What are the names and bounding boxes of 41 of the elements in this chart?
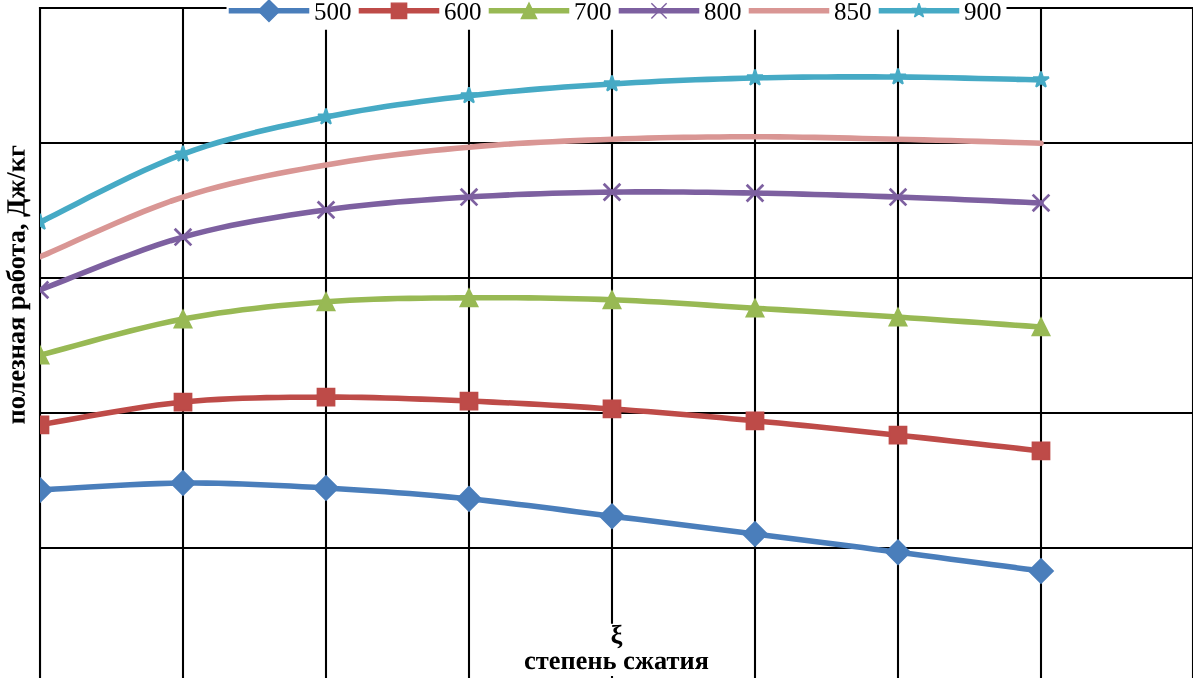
legend-label: 850	[834, 2, 871, 20]
point	[173, 392, 193, 412]
point	[602, 182, 622, 202]
point	[745, 411, 765, 431]
legend-label: 800	[704, 2, 741, 20]
point	[1031, 441, 1051, 461]
point	[459, 187, 479, 207]
point	[888, 425, 908, 445]
point	[885, 539, 911, 566]
point	[460, 86, 478, 104]
point	[456, 486, 482, 512]
legend-label: 700	[575, 2, 611, 20]
legend-label: 500	[315, 2, 351, 20]
point	[1032, 70, 1050, 88]
point	[746, 68, 764, 86]
point	[459, 288, 479, 308]
x-axis-title: ξ степень сжатия	[524, 624, 709, 670]
point	[1028, 558, 1054, 584]
point	[602, 290, 622, 310]
point	[742, 521, 768, 547]
point	[888, 187, 908, 207]
point	[1031, 193, 1051, 213]
point	[313, 475, 339, 501]
point	[603, 74, 621, 92]
legend-label: 600	[445, 2, 481, 20]
point	[745, 298, 765, 318]
point	[1031, 317, 1051, 337]
point	[889, 67, 907, 85]
point	[602, 399, 622, 419]
y-axis-title: полезная работа, Дж/кг	[5, 145, 31, 424]
point	[316, 200, 336, 220]
point	[599, 503, 625, 529]
point	[316, 387, 336, 407]
point	[173, 227, 193, 247]
point	[888, 307, 908, 327]
legend-label: 900	[964, 2, 1001, 20]
point	[173, 309, 193, 329]
point	[745, 183, 765, 203]
point	[459, 391, 479, 411]
point	[316, 292, 336, 312]
point	[170, 470, 196, 496]
